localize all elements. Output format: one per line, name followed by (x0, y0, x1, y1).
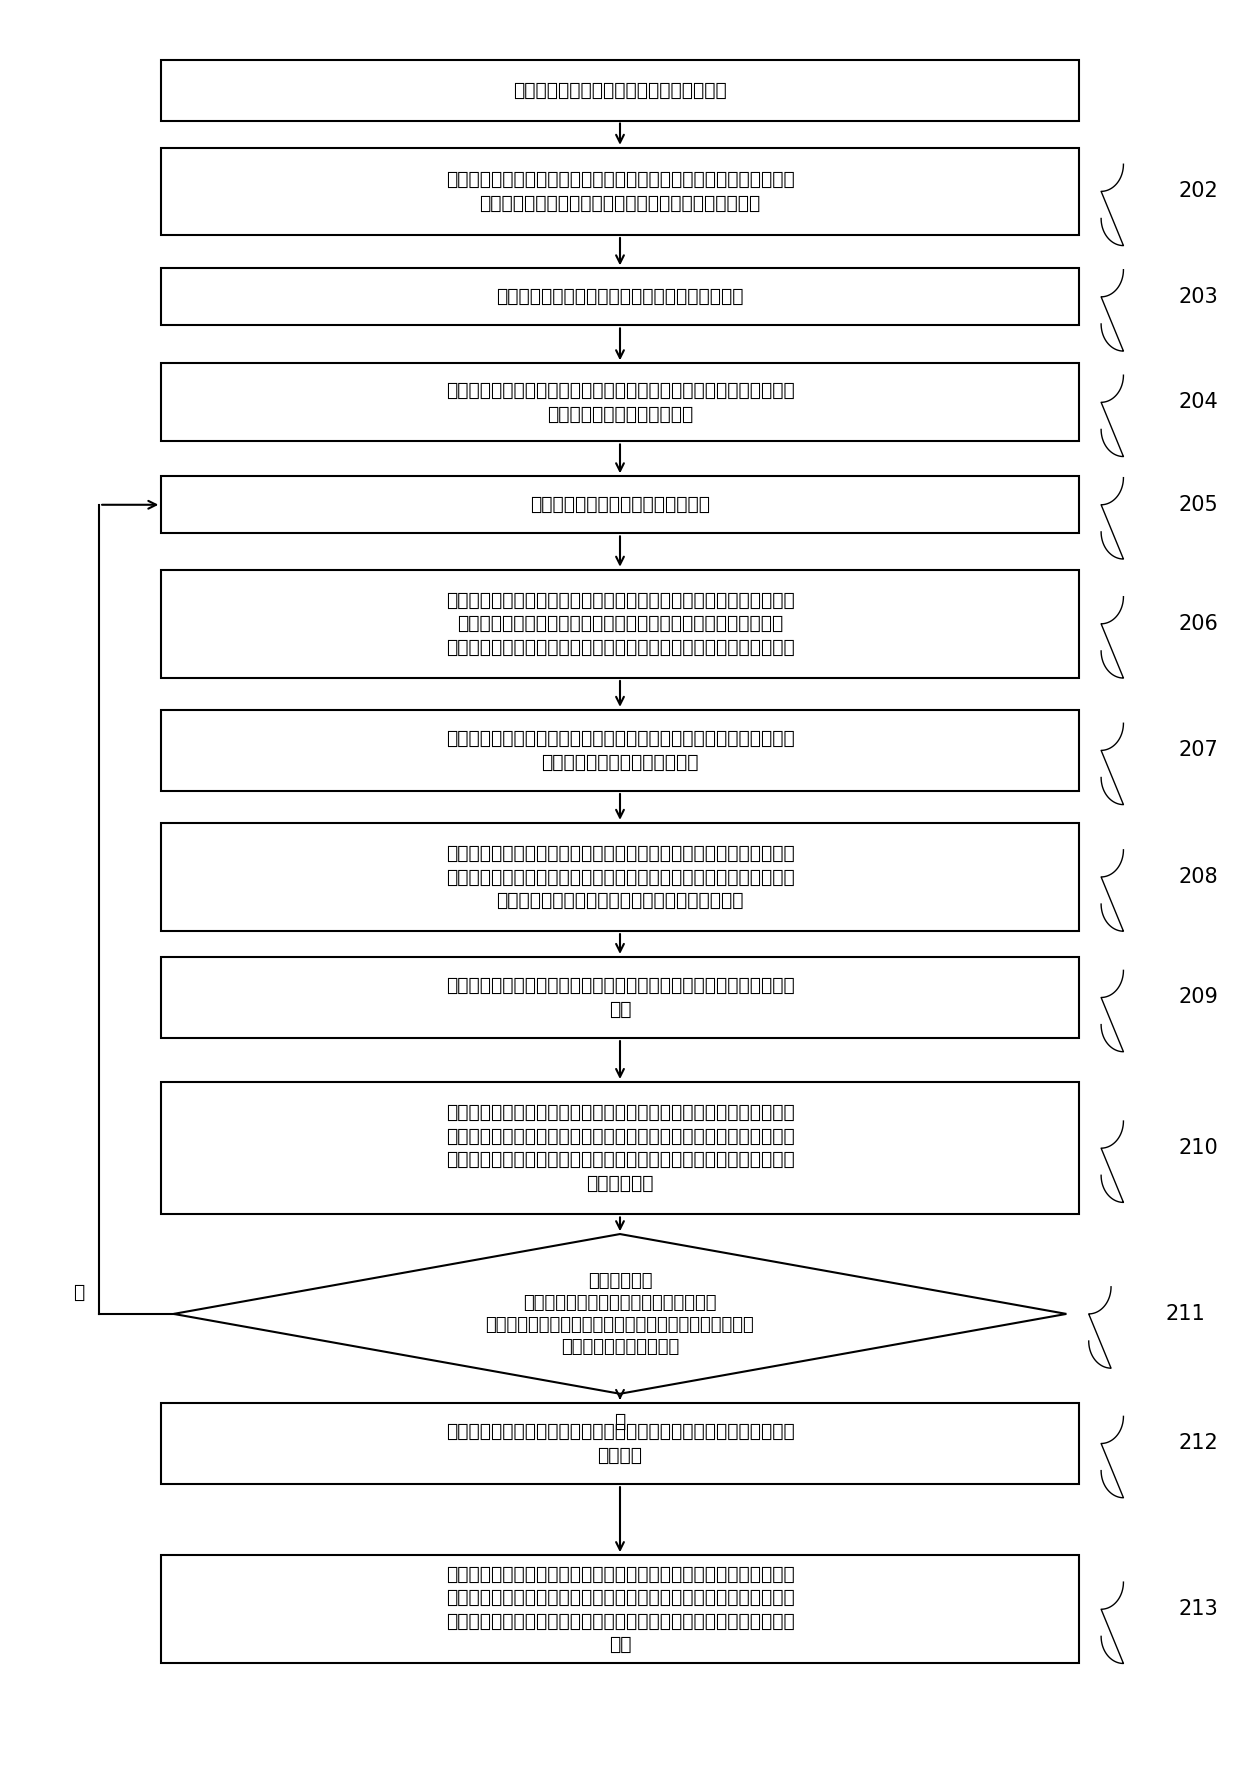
Text: 212: 212 (1178, 1433, 1218, 1453)
Bar (161, 363, 1079, 441)
Text: 根据所述靶血管的横截面图像的中心在所述预穿刺患者的上肢静脉超声
图像中的位置、所述预穿刺患者的上肢静脉超声图像的比例尺及留置针
的穿刺角度，确定留置针在所述预穿: 根据所述靶血管的横截面图像的中心在所述预穿刺患者的上肢静脉超声 图像中的位置、所… (445, 1565, 795, 1654)
Text: 对所述来自不同人体的上肢静脉超声图像进行标注: 对所述来自不同人体的上肢静脉超声图像进行标注 (496, 288, 744, 306)
Text: 209: 209 (1178, 987, 1218, 1008)
Bar (161, 957, 1079, 1038)
Text: 获取所述超声探头的中分线在所述预穿刺患者的上肢静脉超声图像中的
坐标: 获取所述超声探头的中分线在所述预穿刺患者的上肢静脉超声图像中的 坐标 (445, 976, 795, 1019)
Text: 根据所述各根血管的横截面图像的外切矩形的四个顶点在所述预穿刺患
者的上肢静脉超声图像中的坐标，计算所述各根血管的横截面图像的中
心在所述预穿刺患者的上肢静脉超声: 根据所述各根血管的横截面图像的外切矩形的四个顶点在所述预穿刺患 者的上肢静脉超声… (445, 845, 795, 910)
Text: 213: 213 (1178, 1598, 1218, 1620)
Text: 判断是否存在
某根血管的横截面图像的中心与所述超声
探头的中分线在所述预穿刺患者的上肢静脉声图像上的距
离小于所述第一预设数值: 判断是否存在 某根血管的横截面图像的中心与所述超声 探头的中分线在所述预穿刺患者… (486, 1271, 754, 1357)
Text: 使用每根血管的横截面图像的外切矩形将每根血管的横截面图像标注出
来，并获取所述每根血管的横截面图像的外切矩形的信息: 使用每根血管的横截面图像的外切矩形将每根血管的横截面图像标注出 来，并获取所述每… (445, 171, 795, 213)
Text: 通过深度学习标注后的所述来自不同人体的上肢静脉超声图像，建立人
体上肢血管的横截面图像模型: 通过深度学习标注后的所述来自不同人体的上肢静脉超声图像，建立人 体上肢血管的横截… (445, 380, 795, 423)
Text: 获取预穿刺患者的上肢静脉超声图像: 获取预穿刺患者的上肢静脉超声图像 (529, 496, 711, 514)
Text: 204: 204 (1178, 393, 1218, 412)
Bar (161, 477, 1079, 533)
Text: 205: 205 (1178, 494, 1218, 516)
Bar (161, 1556, 1079, 1664)
Polygon shape (174, 1234, 1066, 1394)
Bar (161, 268, 1079, 325)
Text: 获取所述各根血管的横截面图像的外切矩形的四个顶点在所述预穿刺患
者的上肢静脉超声图像中的坐标: 获取所述各根血管的横截面图像的外切矩形的四个顶点在所述预穿刺患 者的上肢静脉超声… (445, 729, 795, 772)
Text: 采集大量来自不同人体的上肢静脉超声图像: 采集大量来自不同人体的上肢静脉超声图像 (513, 82, 727, 100)
Bar (161, 148, 1079, 235)
Text: 207: 207 (1178, 740, 1218, 761)
Bar (161, 60, 1079, 121)
Text: 208: 208 (1178, 868, 1218, 887)
Text: 211: 211 (1166, 1303, 1205, 1325)
Bar (161, 1403, 1079, 1485)
Text: 显示该血管的横截面图像的中心在所述预穿刺患者的上肢静脉超声图像
中的坐标: 显示该血管的横截面图像的中心在所述预穿刺患者的上肢静脉超声图像 中的坐标 (445, 1422, 795, 1465)
Text: 210: 210 (1178, 1138, 1218, 1157)
Bar (161, 709, 1079, 791)
Text: 根据所述人体上肢血管的横截面图像模型，识别所述预穿刺患者的上肢
静脉超声图像中存在的各根血管，并使用血管的横截面图像的外切
矩形将所述预穿刺患者的上肢静脉超声图: 根据所述人体上肢血管的横截面图像模型，识别所述预穿刺患者的上肢 静脉超声图像中存… (445, 590, 795, 656)
Text: 否: 否 (73, 1284, 84, 1301)
Text: 202: 202 (1178, 181, 1218, 201)
Bar (161, 569, 1079, 677)
Bar (161, 823, 1079, 932)
Text: 根据所述各根血管的横截面图像的中心和所述超声探头的中分线在所述
预穿刺患者的上肢静脉超声图像中的坐标，获取所述预穿刺患者的上肢
静脉超声图像中的各根血管的横截面: 根据所述各根血管的横截面图像的中心和所述超声探头的中分线在所述 预穿刺患者的上肢… (445, 1104, 795, 1193)
Bar (161, 1081, 1079, 1214)
Text: 是: 是 (614, 1412, 626, 1431)
Text: 203: 203 (1178, 286, 1218, 308)
Text: 206: 206 (1178, 613, 1218, 633)
